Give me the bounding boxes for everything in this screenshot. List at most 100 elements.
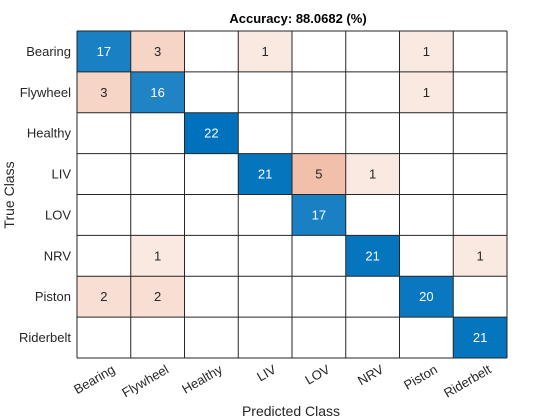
matrix-cell bbox=[292, 235, 346, 277]
matrix-cell bbox=[238, 31, 292, 72]
matrix-cell bbox=[130, 317, 185, 358]
cell-value-label: 1 bbox=[369, 167, 376, 182]
column-tick-label: Bearing bbox=[71, 362, 117, 397]
matrix-cell bbox=[77, 71, 131, 113]
cell-value-label: 21 bbox=[473, 330, 487, 345]
cell-value-label: 1 bbox=[154, 248, 161, 263]
matrix-cell bbox=[130, 71, 185, 113]
column-labels: Bearing Flywheel Healthy LIV LOV NRV Piston Rid… bbox=[71, 361, 494, 400]
matrix-cell bbox=[77, 31, 131, 72]
column-tick-label: Healthy bbox=[179, 361, 225, 396]
matrix-cell bbox=[345, 235, 400, 277]
matrix-cell bbox=[453, 276, 507, 318]
matrix-cell bbox=[77, 235, 131, 277]
matrix-cell bbox=[292, 194, 346, 236]
matrix-cell bbox=[345, 153, 400, 195]
matrix-cell bbox=[238, 194, 292, 236]
row-tick-label: NRV bbox=[44, 248, 72, 263]
column-tick-label: Flywheel bbox=[119, 362, 171, 401]
cell-value-label: 21 bbox=[365, 248, 379, 263]
row-tick-label: Piston bbox=[35, 289, 71, 304]
matrix-cell bbox=[453, 317, 507, 358]
matrix-cell bbox=[292, 317, 346, 358]
matrix-cell bbox=[345, 194, 400, 236]
cell-value-label: 20 bbox=[419, 289, 433, 304]
cell-value-label: 3 bbox=[154, 44, 161, 59]
matrix-cell bbox=[77, 194, 131, 236]
matrix-cell bbox=[238, 276, 292, 318]
row-tick-label: Flywheel bbox=[20, 85, 71, 100]
matrix-cell bbox=[238, 112, 292, 154]
column-tick-label: LOV bbox=[302, 361, 332, 387]
cell-value-label: 17 bbox=[312, 207, 326, 222]
y-axis-label: True Class bbox=[1, 161, 17, 228]
matrix-cell bbox=[453, 71, 507, 113]
column-tick-label: Piston bbox=[401, 362, 440, 393]
matrix-cell bbox=[184, 317, 239, 358]
matrix-cell bbox=[130, 235, 185, 277]
matrix-cell bbox=[184, 194, 239, 236]
matrix-cell bbox=[399, 112, 454, 154]
cell-value-label: 2 bbox=[154, 289, 161, 304]
matrix-cell bbox=[399, 71, 454, 113]
cell-value-label: 1 bbox=[262, 44, 269, 59]
matrix-gridlines bbox=[76, 30, 508, 359]
cell-value-label: 1 bbox=[477, 248, 484, 263]
cell-value-label: 1 bbox=[423, 85, 430, 100]
matrix-cell bbox=[345, 317, 400, 358]
matrix-cell bbox=[292, 276, 346, 318]
matrix-cell bbox=[345, 276, 400, 318]
matrix-cell bbox=[184, 112, 239, 154]
chart-title: Accuracy: 88.0682 (%) bbox=[229, 11, 366, 26]
matrix-cell bbox=[238, 71, 292, 113]
matrix-cell bbox=[292, 31, 346, 72]
matrix-cell bbox=[130, 194, 185, 236]
x-axis-label: Predicted Class bbox=[242, 403, 340, 419]
matrix-cell bbox=[345, 31, 400, 72]
matrix-cell bbox=[345, 112, 400, 154]
matrix-cell bbox=[184, 71, 239, 113]
matrix-cell bbox=[77, 153, 131, 195]
row-tick-label: LIV bbox=[51, 167, 71, 182]
matrix-cell bbox=[238, 317, 292, 358]
matrix-cell bbox=[184, 235, 239, 277]
matrix-cell bbox=[77, 276, 131, 318]
row-tick-label: LOV bbox=[45, 207, 71, 222]
matrix-cell bbox=[292, 153, 346, 195]
row-labels: Bearing Flywheel Healthy LIV LOV NRV Piston Rid… bbox=[19, 44, 72, 345]
matrix-cell bbox=[453, 235, 507, 277]
matrix-cell bbox=[130, 31, 185, 72]
column-tick-label: NRV bbox=[355, 361, 386, 388]
matrix-cell bbox=[453, 194, 507, 236]
matrix-cell bbox=[399, 153, 454, 195]
cell-value-label: 16 bbox=[150, 85, 164, 100]
matrix-cell bbox=[238, 153, 292, 195]
matrix-cell bbox=[184, 31, 239, 72]
matrix-cell bbox=[292, 112, 346, 154]
matrix-cell bbox=[453, 153, 507, 195]
cell-value-label: 1 bbox=[423, 44, 430, 59]
matrix-cell bbox=[238, 235, 292, 277]
matrix-cell bbox=[399, 31, 454, 72]
matrix-cell bbox=[130, 276, 185, 318]
row-tick-label: Healthy bbox=[27, 126, 72, 141]
matrix-cell bbox=[399, 235, 454, 277]
row-tick-label: Bearing bbox=[26, 44, 71, 59]
matrix-cell bbox=[399, 276, 454, 318]
column-tick-label: Riderbelt bbox=[441, 361, 494, 400]
matrix-cell bbox=[292, 71, 346, 113]
cell-value-label: 21 bbox=[258, 167, 272, 182]
cell-value-label: 2 bbox=[100, 289, 107, 304]
matrix-cell bbox=[130, 112, 185, 154]
cell-value-label: 3 bbox=[100, 85, 107, 100]
cell-value-label: 5 bbox=[315, 167, 322, 182]
matrix-cell bbox=[77, 317, 131, 358]
matrix-cell bbox=[399, 194, 454, 236]
matrix-cell bbox=[399, 317, 454, 358]
matrix-cell bbox=[345, 71, 400, 113]
matrix-cell bbox=[184, 153, 239, 195]
cell-value-label: 17 bbox=[97, 44, 111, 59]
matrix-cell bbox=[130, 153, 185, 195]
column-tick-label: LIV bbox=[254, 361, 279, 384]
